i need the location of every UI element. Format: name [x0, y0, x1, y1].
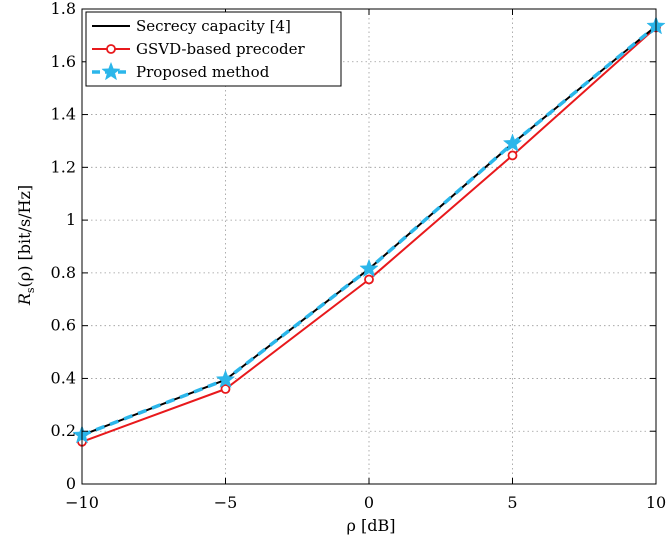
y-tick-label: 1.6	[51, 52, 76, 71]
x-tick-labels: −10 −5 0 5 10	[65, 493, 666, 512]
legend-label-gsvd-based-precoder: GSVD-based precoder	[136, 40, 306, 58]
legend-marker-proposed-method	[101, 61, 121, 81]
data-point-gsvd-based-precoder	[220, 384, 231, 394]
x-axis-label: ρ [dB]	[347, 516, 396, 535]
y-tick-label: 1.2	[51, 157, 76, 176]
data-point-gsvd-based-precoder	[507, 150, 518, 161]
y-tick-labels: 0 0.2 0.4 0.6 0.8 1 1.2 1.4 1.6 1.8	[51, 0, 76, 493]
x-tick-label: 10	[646, 493, 666, 512]
y-axis-label-sub: s	[24, 287, 37, 293]
y-tick-label: 1.8	[51, 0, 76, 18]
series-group	[72, 15, 666, 447]
grid-lines	[82, 9, 656, 484]
x-tick-label: −5	[214, 493, 238, 512]
x-tick-label: 5	[507, 493, 517, 512]
axis-ticks	[81, 8, 657, 485]
data-point-proposed-method	[215, 369, 236, 389]
y-axis-label-main: R	[15, 293, 34, 306]
legend-marker-gsvd-based-precoder	[106, 44, 116, 54]
y-axis-label: Rs(ρ) [bit/s/Hz]	[15, 185, 37, 306]
y-tick-label: 1.4	[51, 105, 76, 124]
data-point-proposed-method	[502, 133, 523, 152]
y-tick-label: 0.8	[51, 263, 76, 282]
data-point-gsvd-based-precoder	[364, 274, 374, 285]
legend-label-proposed-method: Proposed method	[136, 63, 270, 81]
y-tick-label: 0	[66, 474, 76, 493]
x-tick-label: 0	[364, 493, 374, 512]
y-tick-label: 0.6	[51, 316, 76, 335]
y-tick-label: 0.2	[51, 421, 76, 440]
y-axis-label-rest: (ρ) [bit/s/Hz]	[15, 185, 34, 288]
y-tick-label: 0.4	[51, 368, 76, 387]
legend: Secrecy capacity [4] GSVD-based precoder P…	[85, 11, 342, 87]
data-point-proposed-method	[359, 258, 379, 278]
x-tick-label: −10	[65, 493, 99, 512]
y-tick-label: 1	[66, 210, 76, 229]
legend-label-secrecy-capacity-4: Secrecy capacity [4]	[136, 17, 291, 35]
